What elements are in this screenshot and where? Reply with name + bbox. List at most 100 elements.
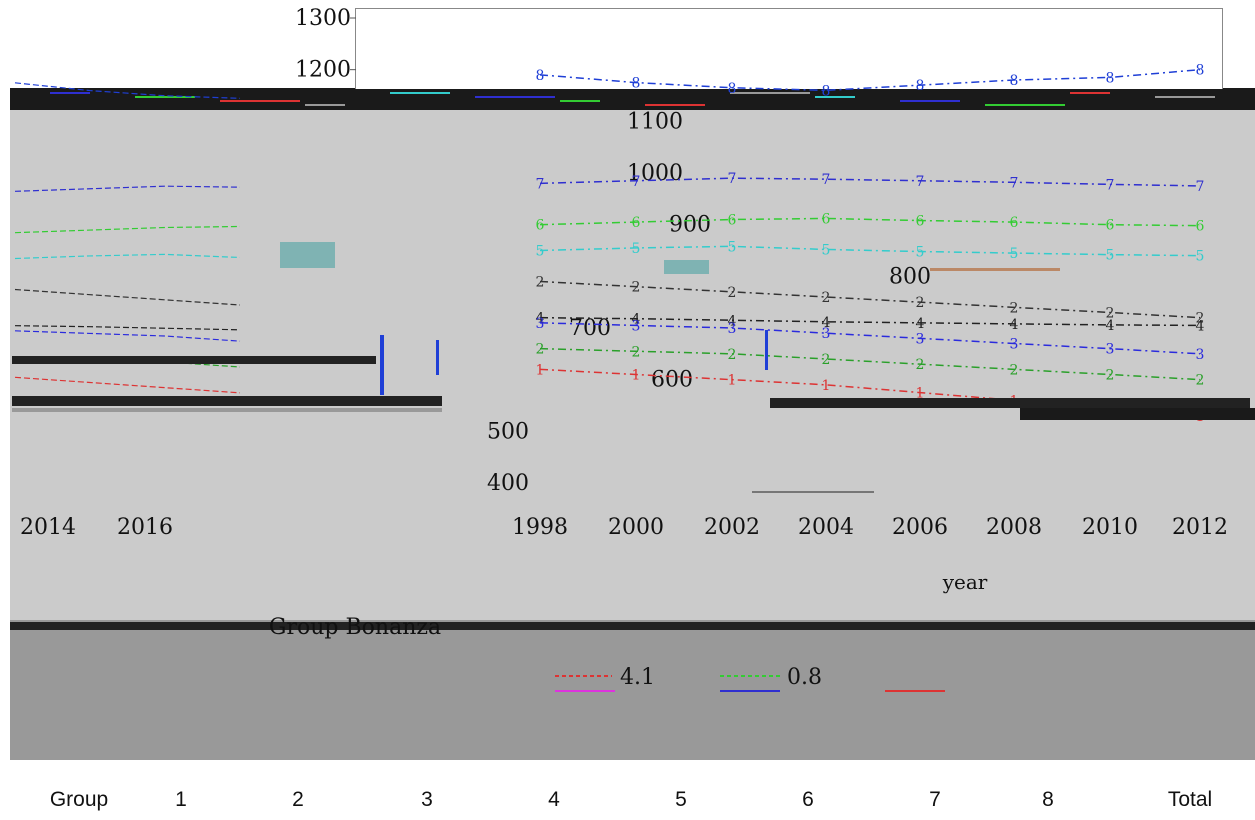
artifact-bar: [12, 356, 376, 364]
y-tick-label: 1200: [295, 58, 351, 83]
artifact-bar: [770, 398, 1250, 408]
group-label-8: 8: [1042, 788, 1054, 811]
artifact-bar: [720, 690, 780, 692]
series-marker: 3: [1106, 342, 1115, 358]
rendering-artifacts: [10, 242, 1255, 692]
series-marker: 8: [632, 76, 641, 92]
artifact-bar: [10, 622, 1255, 630]
series-marker: 4: [1106, 318, 1115, 334]
series-marker: 2: [1106, 368, 1115, 384]
series-line: [539, 280, 1201, 319]
series-marker: 2: [1106, 306, 1115, 322]
group-label-3: 3: [421, 788, 433, 811]
artifact-bar: [280, 242, 335, 268]
series-marker: 2: [916, 295, 925, 311]
series-marker: 2: [632, 280, 641, 296]
legend: Group Bonanza 4.1 0.8: [269, 615, 822, 690]
glitch-streak: [220, 100, 300, 102]
x-axis-title: year: [942, 570, 988, 594]
series-marker: 7: [536, 176, 545, 192]
series-line: [539, 217, 1201, 227]
legend-background: [10, 620, 1255, 760]
series-line-fragment: [14, 225, 241, 234]
series-marker: 6: [536, 218, 545, 234]
series-marker: 1: [728, 373, 737, 389]
group-label-7: 7: [929, 788, 941, 811]
series-line-fragment: [14, 82, 241, 99]
glitch-streak: [560, 100, 600, 102]
series-marker: 3: [1010, 337, 1019, 353]
group-label-1: 1: [175, 788, 187, 811]
series-line: [539, 368, 1201, 417]
artifact-bar: [12, 396, 442, 406]
legend-title: Group Bonanza: [269, 615, 441, 640]
series-marker: 2: [1010, 300, 1019, 316]
series-marker: 1: [632, 368, 641, 384]
artifact-bar: [765, 330, 768, 370]
series-marker: 5: [1010, 246, 1019, 262]
y-tick-label: 400: [487, 471, 529, 496]
series-marker: 6: [822, 211, 831, 227]
y-tick-label: 1300: [295, 6, 351, 31]
x-tick-label: 2008: [986, 515, 1042, 540]
series-marker: 5: [916, 245, 925, 261]
artifact-bar: [664, 260, 709, 274]
series-marker: 7: [728, 171, 737, 187]
series-marker: 2: [728, 347, 737, 363]
series-marker: 8: [822, 83, 831, 99]
series-line-fragment: [14, 253, 241, 260]
series-marker: 4: [536, 311, 545, 327]
series-marker: 2: [536, 275, 545, 291]
series-marker: 4: [728, 313, 737, 329]
group-label-4: 4: [548, 788, 560, 811]
y-tick-label: 800: [889, 264, 931, 289]
group-label-5: 5: [675, 788, 687, 811]
artifact-bar: [380, 335, 384, 395]
series-marker: 5: [1106, 248, 1115, 264]
glitch-band: [10, 88, 1255, 110]
series-line: [539, 245, 1201, 257]
series-marker: 2: [632, 344, 641, 360]
glitch-streak: [135, 96, 195, 98]
chart-canvas: 400 500 600 700 800 900 1000 1100 1200 1300 1998 2…: [10, 6, 1255, 692]
series-lines: 8 8 8 8 8 8 8 8 7 7 7 7 7 7 7 7 6 6 6 6 6 6 6 6 5 5 5 5 5 5 5 5 2 2 2 2 2 2 2 2…: [14, 63, 1205, 425]
x-tick-label: 2010: [1082, 515, 1138, 540]
series-marker: 3: [822, 326, 831, 342]
glitch-streak: [1070, 92, 1110, 94]
y-tick-label: 600: [651, 368, 693, 393]
x-axis-left-fragment: 2014 2016: [20, 515, 173, 540]
group-label-title: Group: [49, 788, 109, 811]
glitch-streak: [50, 92, 90, 94]
x-tick-label: 2012: [1172, 515, 1228, 540]
artifact-bar: [12, 408, 442, 412]
series-marker: 6: [632, 215, 641, 231]
artifact-bar: [885, 690, 945, 692]
series-marker: 7: [1196, 179, 1205, 195]
artifact-bar: [436, 340, 439, 375]
glitch-streak: [390, 92, 450, 94]
series-marker: 5: [1196, 249, 1205, 265]
glitch-streak: [645, 104, 705, 106]
x-tick-label: 2004: [798, 515, 854, 540]
series-marker: 5: [822, 242, 831, 258]
group-label-total: Total: [1167, 788, 1213, 811]
series-marker: 8: [536, 68, 545, 84]
series-line: [539, 347, 1201, 381]
glitch-streak: [305, 104, 345, 106]
series-line-fragment: [14, 330, 241, 342]
group-label-6: 6: [802, 788, 814, 811]
series-marker: 2: [822, 352, 831, 368]
x-tick-label: 2002: [704, 515, 760, 540]
series-marker: 3: [536, 316, 545, 332]
series-line: [539, 316, 1201, 327]
y-tick-label: 1000: [627, 161, 683, 186]
series-marker: 3: [916, 331, 925, 347]
artifact-bar: [555, 690, 615, 692]
x-axis: 1998 2000 2002 2004 2006 2008 2010 2012: [512, 491, 1228, 540]
x-tick-label: 2000: [608, 515, 664, 540]
series-marker: 6: [1196, 219, 1205, 235]
glitch-streak: [985, 104, 1065, 106]
group-label-2: 2: [292, 788, 304, 811]
artifact-bar: [1020, 408, 1255, 420]
series-line-fragment: [14, 325, 241, 331]
